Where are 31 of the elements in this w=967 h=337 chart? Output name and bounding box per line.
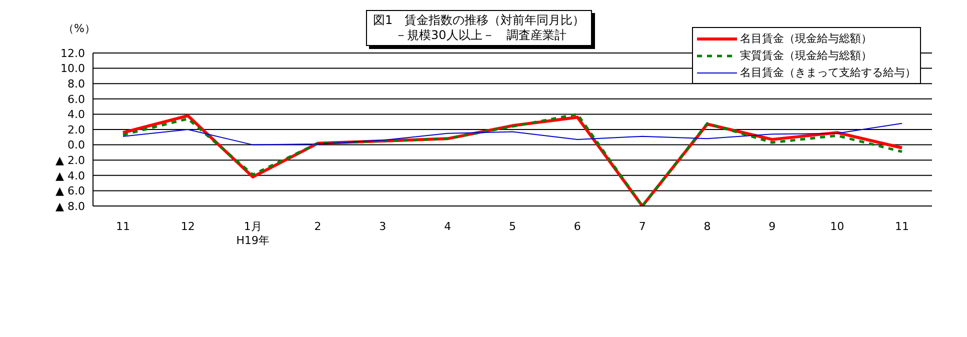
y-tick-label: 10.0 [60, 62, 85, 76]
x-tick-label: 11 [895, 220, 909, 233]
x-tick-label: 7 [638, 220, 646, 233]
y-tick-label: 0.0 [68, 138, 85, 152]
x-tick-label: 5 [509, 220, 516, 233]
chart-subtitle: －規模30人以上－ 調査産業計 [394, 28, 568, 43]
legend-label: 実質賃金（現金給与総額） [740, 48, 872, 64]
y-tick-label: 6.0 [68, 92, 85, 106]
x-tick-label: 3 [379, 220, 386, 233]
x-tick-label: 4 [444, 220, 452, 233]
y-tick-label: 8.0 [68, 78, 85, 91]
legend-label: 名目賃金（現金給与総額） [740, 31, 872, 47]
y-tick-label: ▲ 8.0 [56, 200, 85, 213]
x-tick-label: 9 [768, 220, 776, 233]
y-tick-label: ▲ 4.0 [56, 169, 85, 182]
legend-label: 名目賃金（きまって支給する給与） [740, 65, 916, 81]
x-tick-label: 10 [830, 220, 844, 233]
line-series [122, 122, 902, 146]
y-tick-label: 12.0 [60, 46, 85, 60]
y-tick-label: ▲ 6.0 [56, 184, 85, 198]
x-tick-label: 11 [116, 220, 130, 233]
x-tick-label: 6 [574, 220, 581, 233]
chart-title: 図1 賃金指数の推移（対前年同月比） [373, 13, 585, 28]
y-tick-label: 2.0 [68, 123, 85, 136]
x-tick-label: 1月 H19年 [236, 220, 270, 247]
x-tick-label: 12 [180, 220, 195, 233]
y-tick-label: 4.0 [68, 108, 85, 122]
y-tick-label: ▲ 2.0 [56, 154, 85, 168]
x-tick-label: 2 [314, 220, 322, 233]
y-axis-title: （%） [63, 21, 96, 36]
x-tick-label: 8 [704, 220, 711, 233]
